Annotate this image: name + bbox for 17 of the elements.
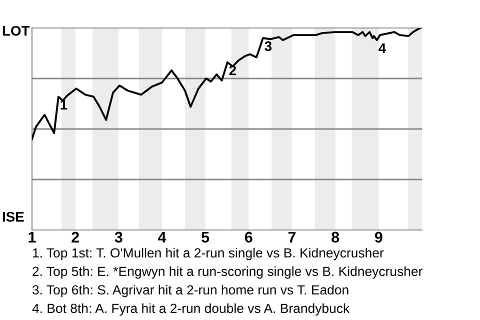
x-tick-label: 9 bbox=[374, 232, 382, 243]
x-tick-label: 2 bbox=[72, 232, 79, 242]
x-tick-label: 8 bbox=[332, 232, 340, 243]
x-tick-label: 4 bbox=[158, 232, 166, 242]
text: ISE bbox=[2, 212, 24, 222]
text: 1. Top 1st: T. O'Mullen hit a 2-run single vs B. Kidneycrusher bbox=[33, 248, 384, 260]
annotation: 4 bbox=[378, 43, 386, 53]
x-tick-label: 6 bbox=[244, 232, 252, 243]
x-tick-label: 1 bbox=[28, 232, 36, 242]
x-tick-label: 5 bbox=[202, 232, 210, 243]
text: 4. Bot 8th: A. Fyra hit a 2-run double vs A. Brandybuck bbox=[32, 303, 350, 316]
text: 2. Top 5th: E. *Engwyn hit a run-scoring single vs B. Kidneycrusher bbox=[32, 266, 422, 279]
text: LOT bbox=[2, 26, 30, 36]
text: 3. Top 6th: S. Agrivar hit a 2-run home run vs T. Eadon bbox=[32, 284, 348, 298]
x-tick-label: 7 bbox=[288, 232, 296, 242]
x-tick-label: 3 bbox=[114, 232, 122, 243]
annotation: 3 bbox=[264, 41, 272, 52]
